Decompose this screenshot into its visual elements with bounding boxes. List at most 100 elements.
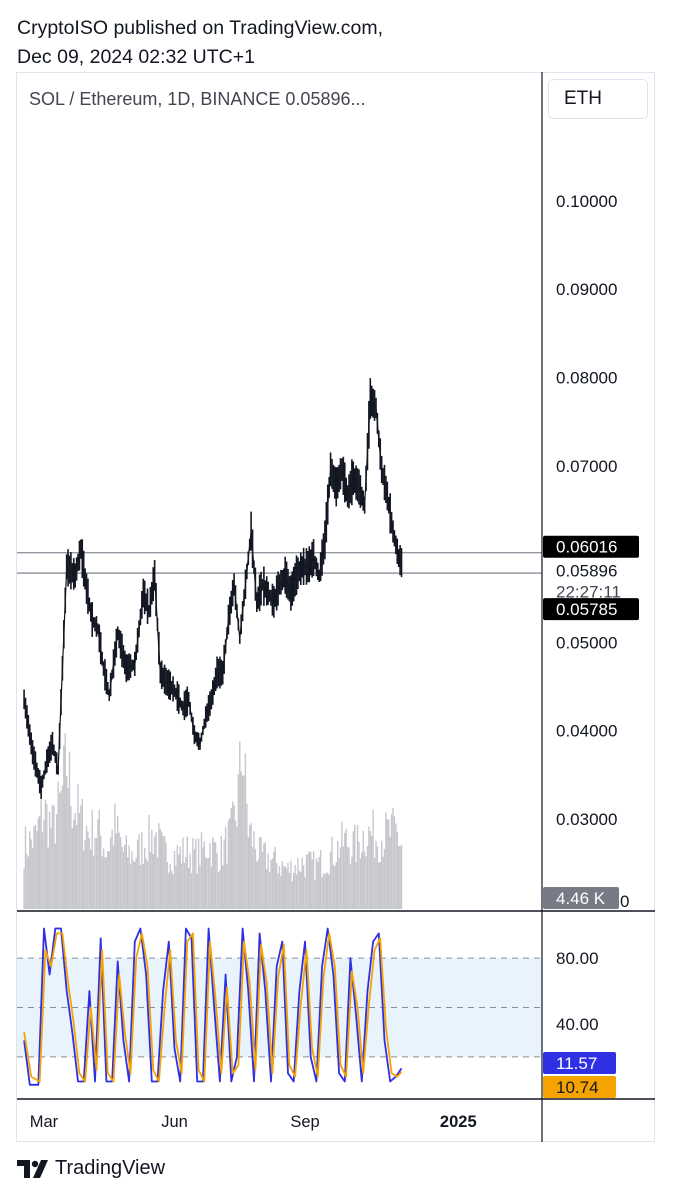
volume-bar xyxy=(183,862,186,909)
volume-bar xyxy=(396,831,398,909)
tradingview-logo-icon xyxy=(17,1159,48,1178)
currency-selector[interactable]: ETH xyxy=(548,79,648,119)
volume-bar xyxy=(234,820,237,909)
volume-bar xyxy=(149,852,152,909)
volume-bar xyxy=(366,846,369,909)
volume-bar xyxy=(47,847,49,909)
bar-countdown-label-text: 22:27:11 xyxy=(556,583,621,602)
volume-bar xyxy=(371,835,373,909)
volume-bar xyxy=(161,832,163,909)
volume-bar xyxy=(73,819,75,909)
price-label-upper-level-bg xyxy=(543,535,639,558)
price-series-line xyxy=(23,399,403,789)
volume-bar xyxy=(63,745,65,909)
volume-bar xyxy=(260,837,262,909)
volume-bar xyxy=(100,835,102,909)
oscillator-d-line xyxy=(23,932,403,1083)
volume-bar xyxy=(355,861,357,909)
volume-bar xyxy=(78,813,81,909)
volume-bar xyxy=(368,826,370,909)
volume-bar xyxy=(193,849,196,909)
volume-bar xyxy=(284,866,286,909)
volume-bar xyxy=(90,849,92,909)
volume-bar xyxy=(381,840,383,909)
volume-bar xyxy=(176,845,178,909)
volume-bar xyxy=(168,872,170,909)
volume-bar xyxy=(270,859,272,909)
volume-bar xyxy=(122,851,125,909)
bar-countdown-label: 22:27:11 xyxy=(556,583,621,602)
volume-bar xyxy=(256,861,258,909)
volume-bar xyxy=(283,866,285,909)
price-axis-tick-label: 0.04000 xyxy=(556,722,617,741)
volume-bar xyxy=(392,808,394,909)
volume-bar xyxy=(105,857,108,909)
volume-bar xyxy=(33,826,35,909)
volume-bar xyxy=(219,870,221,909)
volume-bar xyxy=(29,831,31,909)
volume-bar xyxy=(322,873,325,909)
volume-bar xyxy=(240,771,242,909)
volume-bar xyxy=(389,836,391,909)
chart-title: SOL / Ethereum, 1D, BINANCE 0.05896... xyxy=(29,89,366,109)
time-axis-tick-label: Sep xyxy=(290,1113,319,1131)
volume-bar xyxy=(210,866,213,909)
volume-bar xyxy=(102,848,105,909)
volume-bar xyxy=(264,842,266,909)
volume-bar xyxy=(331,836,333,909)
volume-bar xyxy=(95,838,98,909)
volume-bar xyxy=(87,831,89,909)
volume-bar xyxy=(108,851,110,909)
volume-bar xyxy=(251,846,254,909)
volume-bar xyxy=(358,841,360,909)
volume-bar xyxy=(67,788,69,909)
volume-bar xyxy=(271,858,274,909)
volume-bar xyxy=(127,857,129,909)
volume-bar xyxy=(310,851,312,909)
volume-bar xyxy=(70,805,72,909)
price-label-lower-level: 0.05785 xyxy=(543,598,639,621)
price-label-last: 0.05896 xyxy=(556,562,617,581)
volume-bar xyxy=(241,775,244,909)
volume-bar xyxy=(249,825,251,909)
volume-bar xyxy=(114,803,116,909)
volume-bar xyxy=(64,733,66,909)
volume-bar xyxy=(37,818,39,909)
volume-bar xyxy=(346,847,349,909)
volume-bar xyxy=(156,857,159,909)
tradingview-brand[interactable]: TradingView xyxy=(17,1157,165,1180)
volume-bar xyxy=(142,863,144,909)
price-axis-zero-label: 0 xyxy=(620,892,629,911)
volume-bar xyxy=(274,846,276,909)
volume-bar xyxy=(107,851,109,909)
volume-bar xyxy=(138,834,140,909)
price-label-lower-level-bg xyxy=(543,598,639,621)
volume-bar xyxy=(132,860,135,909)
volume-bar xyxy=(117,816,119,909)
volume-bar xyxy=(324,874,326,909)
volume-bar xyxy=(356,825,359,909)
volume-bar xyxy=(273,851,275,909)
volume-value-label-text: 4.46 K xyxy=(556,889,606,908)
volume-bar xyxy=(163,836,166,909)
volume-bar xyxy=(195,838,197,909)
volume-bar xyxy=(92,855,95,909)
volume-bar xyxy=(382,856,384,909)
volume-bar xyxy=(307,853,309,909)
volume-bar xyxy=(40,799,42,909)
volume-bar xyxy=(135,857,137,909)
volume-bar xyxy=(304,877,306,909)
volume-bar xyxy=(80,805,82,909)
volume-bar xyxy=(97,819,99,909)
volume-bar xyxy=(378,862,380,909)
volume-bar xyxy=(152,853,154,909)
oscillator-axis-tick-label: 40.00 xyxy=(556,1015,599,1034)
volume-bar xyxy=(148,815,150,909)
volume-bar xyxy=(230,808,232,909)
price-axis-tick-label: 0.10000 xyxy=(556,192,617,211)
price-label-last-text: 0.05896 xyxy=(556,562,617,581)
volume-bar xyxy=(212,837,214,909)
volume-bar xyxy=(192,838,194,909)
volume-bar xyxy=(104,857,106,909)
volume-bar xyxy=(288,872,291,909)
